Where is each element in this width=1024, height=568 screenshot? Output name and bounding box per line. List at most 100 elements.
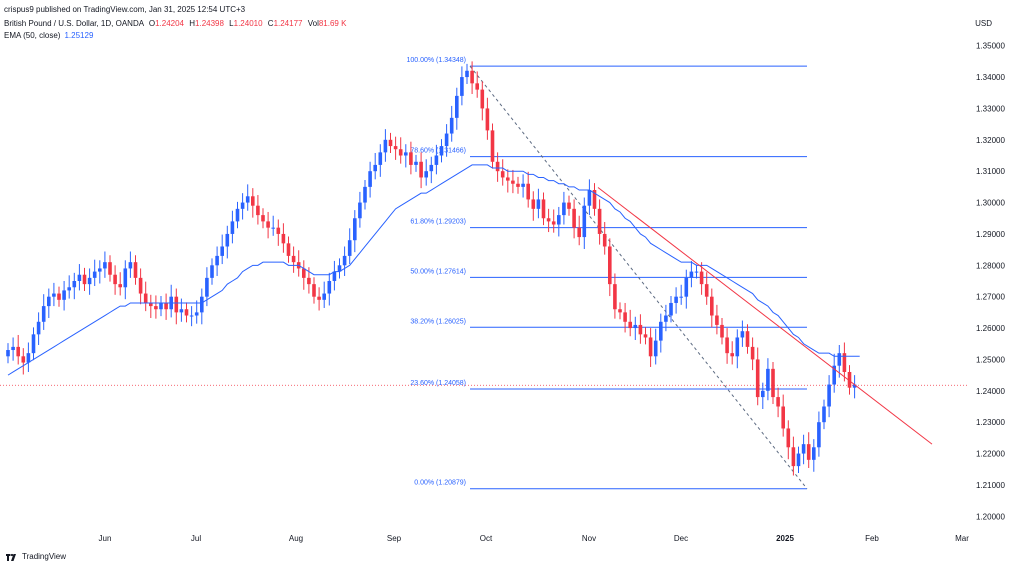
candle-body (429, 164, 434, 172)
candle-body (602, 233, 607, 247)
candle-body (194, 312, 199, 316)
candle-body (699, 271, 704, 285)
candle-body (817, 422, 821, 448)
candle-body (511, 180, 515, 184)
candle-body (546, 218, 551, 222)
candle-body (164, 302, 168, 310)
candle-body (358, 202, 362, 219)
price-tick-label: 1.20000 (976, 512, 1005, 521)
candle-body (704, 284, 709, 297)
open-label: O (148, 19, 156, 28)
candle-body (419, 161, 423, 178)
candle-body (750, 346, 755, 360)
candle-body (82, 274, 87, 285)
time-tick-label: Nov (582, 534, 596, 543)
fib-level-label: 0.00% (1.20879) (414, 480, 466, 487)
candle-body (159, 302, 163, 310)
candle-body (460, 77, 464, 96)
candle-body (363, 186, 367, 203)
symbol-legend: British Pound / U.S. Dollar, 1D, OANDA O… (4, 19, 346, 28)
price-tick-label: 1.27000 (976, 293, 1005, 302)
price-tick-label: 1.32000 (976, 136, 1005, 145)
candle-body (174, 296, 179, 313)
candle-body (235, 208, 240, 222)
candle-body (669, 302, 673, 316)
candle-body (240, 202, 245, 209)
candle-body (536, 199, 541, 209)
candle-body (342, 255, 347, 266)
candle-body (500, 171, 505, 178)
currency-label: USD (975, 19, 992, 28)
candle-body (531, 199, 536, 209)
price-tick-label: 1.23000 (976, 418, 1005, 427)
candle-body (439, 146, 444, 156)
candle-body (592, 190, 597, 209)
symbol-title[interactable]: British Pound / U.S. Dollar, 1D, OANDA (4, 19, 144, 28)
price-tick-label: 1.25000 (976, 355, 1005, 364)
candle-body (256, 205, 260, 216)
candle-body (761, 390, 765, 398)
footer-brand: TradingView (22, 552, 67, 561)
candle-body (679, 296, 683, 298)
candle-body (261, 215, 265, 222)
candle-body (710, 296, 714, 316)
candle-body (368, 171, 372, 187)
low-value: 1.24010 (233, 19, 263, 28)
candle-body (551, 221, 556, 225)
candle-body (597, 208, 602, 234)
candle-body (689, 271, 694, 278)
candle-body (220, 246, 224, 256)
candle-body (225, 233, 230, 247)
high-label: H (189, 19, 196, 28)
trendline (597, 187, 933, 445)
candle-body (77, 274, 82, 281)
candle-body (398, 149, 403, 156)
price-tick-label: 1.26000 (976, 324, 1005, 333)
candle-body (485, 108, 490, 131)
candle-body (72, 281, 77, 288)
price-tick-label: 1.35000 (976, 42, 1005, 51)
candle-body (434, 155, 439, 165)
candle-body (735, 337, 740, 357)
candle-body (205, 277, 209, 297)
candle-body (608, 246, 612, 285)
candle-body (327, 281, 332, 294)
price-tick-label: 1.34000 (976, 73, 1005, 82)
candle-body (521, 183, 525, 187)
candle-body (302, 268, 306, 278)
candle-body (149, 302, 153, 307)
fib-diagonal-line (469, 65, 808, 490)
candle-body (643, 334, 648, 338)
candle-body (414, 161, 418, 165)
candle-body (286, 243, 291, 256)
candle-body (312, 284, 316, 297)
candle-body (67, 287, 71, 291)
candle-body (307, 277, 311, 285)
fib-level-label: 23.60% (1.24058) (410, 380, 466, 387)
low-label: L (229, 19, 234, 28)
candle-body (16, 346, 20, 357)
candle-body (123, 268, 128, 288)
tradingview-footer[interactable]: TradingView (6, 552, 66, 561)
ema-legend[interactable]: EMA (50, close) 1.25129 (4, 31, 93, 40)
candle-body (31, 334, 36, 354)
time-tick-label: Feb (865, 534, 879, 543)
fib-level-label: 78.60% (1.31466) (410, 148, 466, 155)
candle-body (796, 453, 801, 467)
candle-body (827, 384, 831, 407)
fib-level-label: 38.20% (1.26025) (410, 318, 466, 325)
candle-body (623, 312, 627, 322)
candle-body (179, 309, 184, 313)
candle-body (353, 218, 357, 241)
candle-body (455, 95, 459, 118)
time-tick-label: Oct (480, 534, 493, 543)
candle-body (674, 296, 678, 303)
close-label: C (267, 19, 274, 28)
candle-body (317, 296, 321, 300)
candle-body (526, 183, 530, 200)
candle-body (276, 227, 281, 234)
candle-body (373, 164, 377, 172)
candle-body (516, 183, 520, 187)
candle-body (470, 70, 474, 84)
